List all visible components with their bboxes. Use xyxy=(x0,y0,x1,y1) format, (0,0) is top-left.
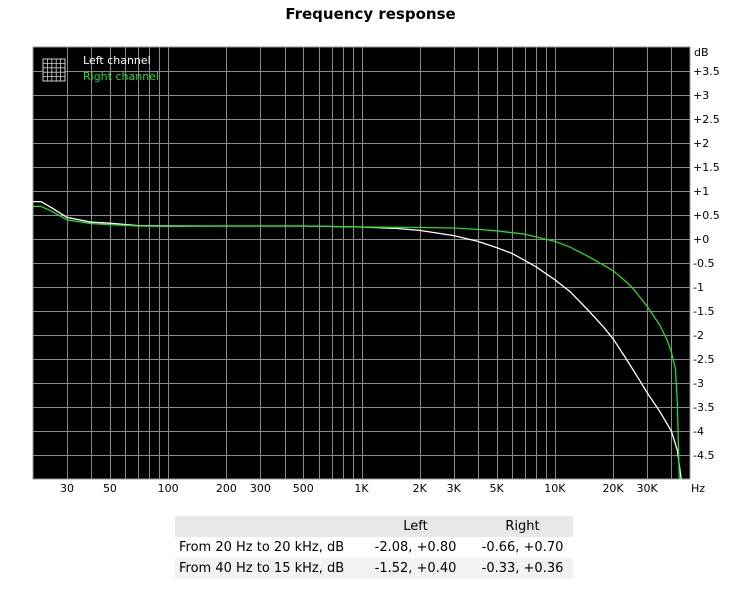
y-tick-label: +1 xyxy=(693,185,709,198)
x-tick-label: 300 xyxy=(250,482,271,495)
chart-title: Frequency response xyxy=(285,5,456,23)
x-tick-label: 30K xyxy=(636,482,658,495)
legend-entry: Left channel xyxy=(83,54,151,67)
y-tick-label: +3.5 xyxy=(693,65,720,78)
y-tick-label: +2 xyxy=(693,137,709,150)
y-tick-label: -1 xyxy=(693,281,704,294)
y-tick-label: +0 xyxy=(693,233,709,246)
frequency-response-chart: 30 50 100 200 300 500 1K 2K 3K 5K 10K 20K 30K Hz dB +3.… xyxy=(32,46,720,495)
summary-row-right: -0.66, +0.70 xyxy=(481,540,564,555)
y-tick-label: -2 xyxy=(693,329,704,342)
y-tick-label: +2.5 xyxy=(693,113,720,126)
summary-row-right: -0.33, +0.36 xyxy=(472,558,573,579)
x-tick-label: 5K xyxy=(490,482,505,495)
y-tick-label: +3 xyxy=(693,89,709,102)
legend-grid-icon xyxy=(42,58,66,82)
x-tick-label: 100 xyxy=(158,482,179,495)
x-tick-label: 30 xyxy=(60,482,74,495)
summary-header-row: Left Right xyxy=(175,516,573,537)
y-tick-label: -3.5 xyxy=(693,401,714,414)
y-tick-label: -2.5 xyxy=(693,353,714,366)
summary-header-left: Left xyxy=(359,516,472,537)
summary-row: From 40 Hz to 15 kHz, dB -1.52, +0.40 -0… xyxy=(175,558,573,579)
y-tick-label: +1.5 xyxy=(693,161,720,174)
x-axis-unit: Hz xyxy=(691,482,705,495)
series-line-left-channel xyxy=(33,200,682,480)
x-tick-label: 50 xyxy=(103,482,117,495)
x-tick-label: 3K xyxy=(447,482,462,495)
x-tick-label: 10K xyxy=(544,482,566,495)
x-tick-label: 20K xyxy=(602,482,624,495)
summary-row-label: From 40 Hz to 15 kHz, dB xyxy=(175,558,359,579)
y-tick-label: -0.5 xyxy=(693,257,714,270)
x-tick-label: 200 xyxy=(216,482,237,495)
summary-row: From 20 Hz to 20 kHz, dB -2.08, +0.80 -0… xyxy=(175,537,573,558)
y-tick-label: -4.5 xyxy=(693,449,714,462)
y-axis-unit: dB xyxy=(694,46,709,59)
summary-table: Left Right From 20 Hz to 20 kHz, dB -2.0… xyxy=(175,516,573,579)
legend-entry: Right channel xyxy=(83,70,159,83)
summary-row-label: From 20 Hz to 20 kHz, dB xyxy=(179,540,345,555)
summary-row-left: -2.08, +0.80 xyxy=(374,540,457,555)
summary-header-right: Right xyxy=(472,516,573,537)
x-tick-label: 2K xyxy=(413,482,428,495)
x-tick-label: 500 xyxy=(293,482,314,495)
y-tick-label: -1.5 xyxy=(693,305,714,318)
series-line-right-channel xyxy=(33,205,680,480)
y-tick-label: +0.5 xyxy=(693,209,720,222)
summary-row-left: -1.52, +0.40 xyxy=(359,558,472,579)
x-tick-label: 1K xyxy=(354,482,369,495)
y-tick-label: -4 xyxy=(693,425,704,438)
y-tick-label: -3 xyxy=(693,377,704,390)
summary-header-blank xyxy=(175,516,359,537)
